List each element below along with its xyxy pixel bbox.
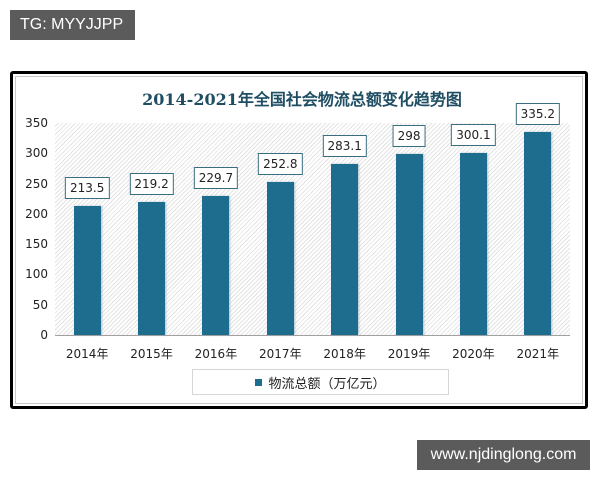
watermark-bottom-right: www.njdinglong.com: [417, 440, 590, 470]
data-label: 283.1: [322, 134, 367, 157]
y-tick-label: 100: [25, 267, 48, 282]
bar: [331, 163, 359, 335]
x-tick-label: 2020年: [452, 347, 495, 361]
plot-area: [55, 123, 570, 335]
data-label: 252.8: [258, 152, 303, 175]
watermark-top-left: TG: MYYJJPP: [10, 10, 135, 40]
x-tick-label: 2021年: [516, 347, 560, 361]
bar: [202, 195, 230, 335]
x-tick-label: 2016年: [194, 347, 238, 361]
chart-title: 2014-2021年全国社会物流总额变化趋势图: [142, 90, 462, 109]
data-label: 213.5: [65, 176, 110, 199]
bar: [266, 181, 294, 335]
x-tick-label: 2014年: [65, 347, 109, 361]
frame-inner-border: [15, 76, 583, 404]
y-tick-label: 300: [25, 146, 48, 161]
data-label: 335.2: [515, 102, 560, 125]
y-tick-label: 250: [25, 176, 48, 191]
y-tick-label: 0: [40, 328, 48, 342]
bar: [138, 202, 166, 335]
bar: [395, 154, 423, 335]
bar: [459, 153, 487, 335]
data-label: 219.2: [129, 173, 174, 196]
y-tick-label: 150: [25, 237, 48, 252]
y-tick-label: 350: [25, 116, 48, 130]
legend: 物流总额（万亿元）: [192, 369, 449, 395]
x-tick-label: 2019年: [387, 347, 431, 361]
data-label: 298: [392, 125, 426, 148]
data-label: 229.7: [193, 166, 239, 189]
data-label: 300.1: [451, 124, 496, 147]
x-axis-line: [55, 335, 570, 336]
y-tick-label: 50: [32, 297, 48, 312]
legend-swatch-icon: [255, 378, 263, 386]
x-tick-label: 2018年: [323, 347, 366, 361]
bar: [73, 205, 101, 335]
legend-label: 物流总额（万亿元）: [268, 376, 386, 392]
y-tick-label: 200: [25, 206, 48, 221]
x-tick-label: 2015年: [130, 347, 173, 361]
bar: [524, 131, 552, 335]
x-tick-label: 2017年: [259, 347, 302, 361]
